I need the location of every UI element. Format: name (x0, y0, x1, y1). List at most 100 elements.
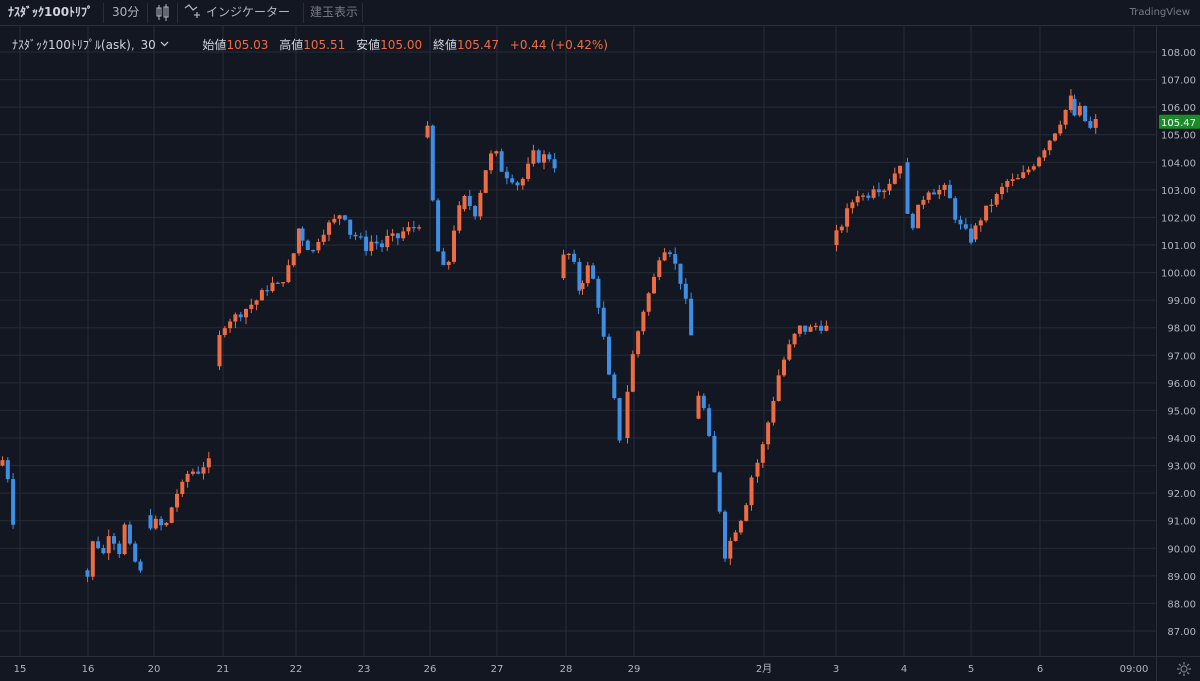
candle-down (504, 166, 509, 185)
candle-body (942, 184, 947, 190)
candle-body (1026, 169, 1031, 173)
candle-up (164, 521, 169, 527)
candle-body (723, 511, 727, 559)
candle-down (148, 508, 153, 531)
candle-down (1083, 105, 1088, 122)
candle-body (233, 314, 238, 322)
candle-up (882, 188, 887, 199)
price-tick-label: 99.00 (1167, 296, 1196, 307)
candle-body (353, 234, 358, 237)
time-tick-label: 16 (82, 664, 95, 675)
candle-body (585, 265, 590, 284)
candle-body (342, 215, 347, 220)
candles (0, 89, 1098, 583)
candle-body (813, 325, 818, 327)
candle-body (1088, 121, 1093, 128)
candle-down (547, 151, 552, 162)
candle-body (887, 183, 892, 191)
interval-button[interactable]: 30分 (112, 5, 140, 19)
candle-down (963, 218, 968, 231)
time-axis: 15 16 20 21 22 23 26 27 28 29 2月 3 4 5 6 09:00 (0, 656, 1200, 675)
candle-up (696, 391, 701, 420)
time-tick-label: 29 (628, 664, 641, 675)
candle-down (953, 195, 958, 224)
candle-body (536, 150, 541, 163)
candle-up (978, 218, 983, 232)
gear-icon[interactable] (1176, 661, 1192, 677)
candle-down (11, 473, 16, 529)
time-tick-label: 2月 (756, 663, 772, 675)
candle-body (452, 230, 456, 262)
candle-up (662, 248, 667, 262)
candle-body (1072, 98, 1077, 116)
time-tick-label: 5 (968, 664, 974, 675)
time-tick-label: 21 (217, 664, 230, 675)
candle-body (866, 195, 871, 198)
candle-down (305, 239, 310, 251)
candle-up (390, 229, 395, 242)
time-tick-label: 09:00 (1120, 664, 1149, 675)
candle-up (462, 194, 467, 212)
candle-up (270, 276, 275, 293)
candle-up (787, 339, 792, 362)
candle-down (300, 226, 305, 247)
candle-down (803, 325, 808, 335)
indicators-button[interactable]: インジケーター (184, 0, 290, 25)
candle-up (566, 252, 571, 260)
time-tick-label: 20 (148, 664, 161, 675)
candle-body (662, 252, 667, 261)
last-price-badge-bg (1159, 114, 1200, 129)
candle-down (601, 301, 606, 340)
candle-down (958, 215, 963, 230)
candle-down (353, 232, 358, 241)
candle-up (808, 324, 813, 332)
candle-body (792, 333, 797, 345)
candle-up (337, 214, 342, 225)
candle-down (133, 541, 138, 563)
candlestick-icon (156, 4, 169, 21)
candlestick-chart-type-button[interactable] (155, 0, 171, 25)
price-tick-label: 101.00 (1161, 241, 1196, 252)
candle-body (106, 536, 111, 554)
candle-body (839, 226, 844, 231)
price-tick-label: 91.00 (1167, 517, 1196, 528)
candle-body (892, 173, 897, 184)
candle-body (1047, 140, 1052, 151)
candle-up (813, 322, 818, 331)
candle-body (782, 359, 786, 376)
chevron-down-icon[interactable] (160, 38, 169, 52)
candle-up (254, 299, 259, 311)
candle-up (457, 201, 462, 234)
positions-button[interactable]: 建玉表示 (310, 5, 359, 19)
candle-down (866, 192, 871, 201)
candle-body (771, 400, 776, 423)
candle-body (244, 308, 248, 318)
candle-up (892, 167, 897, 185)
price-axis: 87.00 88.00 89.00 90.00 91.00 92.00 93.00 94.00… (1156, 26, 1196, 681)
candle-down (342, 214, 347, 221)
candle-body (332, 218, 337, 223)
candle-body (969, 228, 974, 243)
candle-up (385, 229, 390, 251)
price-tick-label: 98.00 (1167, 324, 1196, 335)
candle-up (1010, 173, 1015, 187)
candle-body (385, 235, 390, 248)
candle-up (1026, 166, 1031, 175)
candle-down (96, 536, 101, 550)
candle-up (327, 220, 331, 242)
candle-body (898, 165, 903, 174)
legend-interval[interactable]: 30 (140, 38, 156, 52)
candle-body (855, 196, 860, 203)
candle-down (411, 221, 416, 233)
symbol-search-button[interactable]: ﾅｽﾀﾞｯｸ100ﾄﾘﾌﾟ (8, 5, 94, 19)
candle-up (652, 273, 656, 294)
candle-down (607, 333, 611, 376)
candle-body (117, 543, 122, 555)
candle-body (861, 195, 865, 197)
candle-down (717, 471, 722, 514)
candle-body (305, 240, 310, 251)
candle-body (641, 311, 646, 332)
candle-up (898, 165, 903, 179)
vertical-grid (19, 26, 1135, 656)
price-chart[interactable]: 87.00 88.00 89.00 90.00 91.00 92.00 93.00 94.00… (0, 26, 1200, 681)
